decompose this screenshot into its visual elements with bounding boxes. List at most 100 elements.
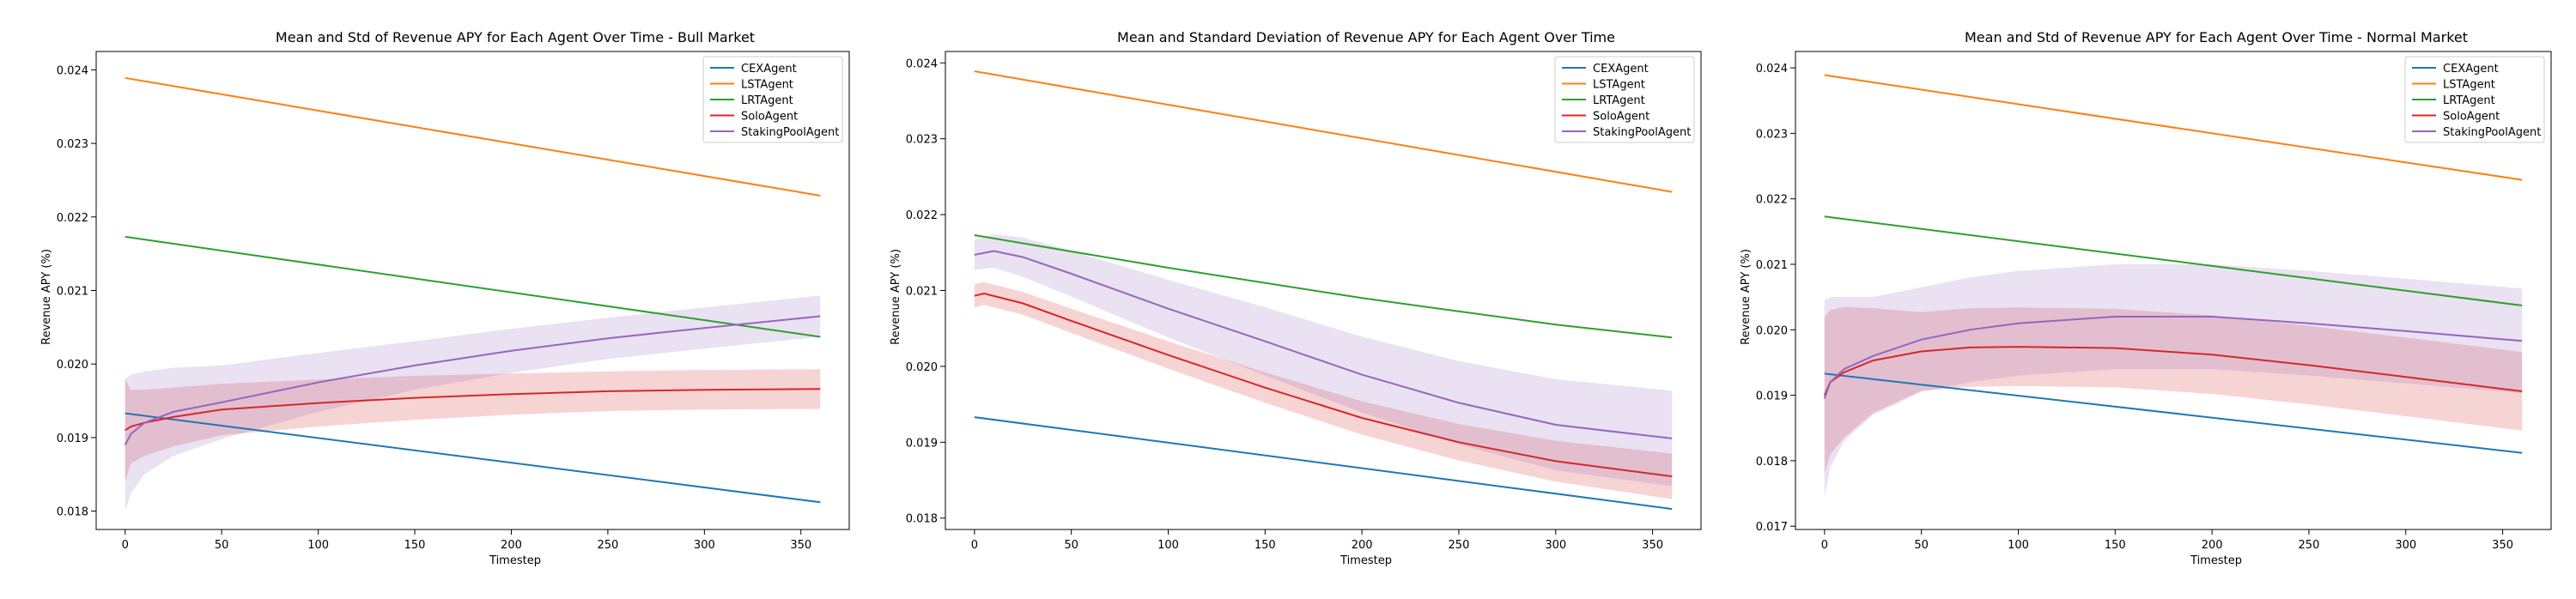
legend-label: StakingPoolAgent — [1593, 126, 1691, 139]
y-tick-label: 0.024 — [906, 57, 938, 70]
y-tick-label: 0.021 — [57, 286, 88, 299]
y-axis-label: Revenue APY (%) — [40, 249, 53, 345]
x-tick-label: 0 — [1821, 539, 1828, 552]
std-band — [1824, 306, 2523, 475]
std-band — [125, 295, 821, 511]
x-tick-label: 200 — [1352, 539, 1373, 552]
series-line — [974, 70, 1673, 193]
series-line — [974, 250, 1673, 439]
y-axis-label: Revenue APY (%) — [890, 249, 902, 345]
chart-title: Mean and Std of Revenue APY for Each Age… — [276, 29, 755, 45]
legend-label: CEXAgent — [741, 63, 797, 76]
series-line — [974, 416, 1673, 511]
x-axis-label: Timestep — [489, 554, 541, 567]
x-tick-label: 50 — [215, 539, 229, 552]
x-tick-label: 250 — [1449, 539, 1470, 552]
std-band — [974, 234, 1673, 487]
x-tick-label: 100 — [1157, 539, 1179, 552]
x-tick-label: 250 — [597, 539, 618, 552]
chart-overall: Mean and Standard Deviation of Revenue A… — [890, 29, 1702, 567]
y-tick-label: 0.019 — [57, 433, 88, 445]
chart-title: Mean and Std of Revenue APY for Each Age… — [1965, 29, 2468, 45]
y-tick-label: 0.022 — [57, 212, 88, 225]
chart-bull-market: Mean and Std of Revenue APY for Each Age… — [40, 29, 850, 567]
x-axis-label: Timestep — [1340, 554, 1392, 567]
x-tick-label: 350 — [2492, 539, 2513, 552]
series-line — [125, 76, 821, 197]
legend-label: SoloAgent — [741, 111, 798, 124]
legend-label: LSTAgent — [1593, 79, 1645, 92]
x-tick-label: 150 — [404, 539, 426, 552]
legend-label: CEXAgent — [1593, 63, 1649, 76]
series-line — [1824, 372, 2523, 454]
series-line — [125, 388, 821, 432]
x-tick-label: 0 — [122, 539, 129, 552]
x-tick-label: 300 — [694, 539, 715, 552]
y-tick-label: 0.018 — [57, 506, 88, 519]
series-line — [1824, 215, 2523, 306]
y-tick-label: 0.024 — [1756, 63, 1788, 76]
series-line — [1823, 316, 2523, 399]
std-band — [125, 369, 821, 482]
x-tick-label: 200 — [501, 539, 522, 552]
chart-title: Mean and Standard Deviation of Revenue A… — [1117, 29, 1615, 45]
series-line — [1823, 346, 2523, 396]
y-tick-label: 0.017 — [1756, 521, 1788, 534]
x-tick-label: 300 — [2395, 539, 2416, 552]
std-band — [1824, 264, 2523, 497]
legend-label: LRTAgent — [741, 94, 793, 107]
x-tick-label: 150 — [1255, 539, 1276, 552]
x-tick-label: 150 — [2105, 539, 2126, 552]
legend-label: SoloAgent — [1593, 111, 1649, 124]
series-line — [974, 234, 1673, 339]
x-tick-label: 200 — [2202, 539, 2223, 552]
legend-label: LRTAgent — [2443, 94, 2495, 107]
y-axis-label: Revenue APY (%) — [1740, 249, 1753, 345]
legend-box — [1554, 56, 1695, 143]
y-tick-label: 0.019 — [1756, 390, 1788, 403]
legend-box — [702, 56, 843, 143]
x-tick-label: 350 — [1642, 539, 1663, 552]
legend-label: StakingPoolAgent — [2443, 126, 2541, 139]
legend-label: LSTAgent — [2443, 79, 2495, 92]
legend-label: SoloAgent — [2443, 111, 2500, 124]
x-tick-label: 250 — [2299, 539, 2320, 552]
x-tick-label: 50 — [1914, 539, 1929, 552]
series-line — [124, 315, 821, 445]
y-tick-label: 0.023 — [906, 134, 938, 147]
y-tick-label: 0.024 — [57, 64, 88, 77]
y-tick-label: 0.023 — [1756, 128, 1788, 141]
series-line — [974, 292, 1673, 478]
legend-label: StakingPoolAgent — [741, 126, 839, 139]
y-tick-label: 0.023 — [57, 138, 88, 151]
y-tick-label: 0.021 — [906, 286, 938, 299]
series-line — [125, 235, 821, 338]
legend-label: LRTAgent — [1593, 94, 1645, 107]
x-tick-label: 100 — [307, 539, 329, 552]
axes-frame — [1795, 51, 2552, 530]
y-tick-label: 0.020 — [57, 359, 88, 372]
std-band — [974, 281, 1673, 499]
x-tick-label: 0 — [971, 539, 978, 552]
x-tick-label: 100 — [2008, 539, 2029, 552]
x-axis-label: Timestep — [2190, 554, 2242, 567]
legend-label: CEXAgent — [2443, 63, 2499, 76]
x-tick-label: 50 — [1064, 539, 1078, 552]
y-tick-label: 0.020 — [1756, 324, 1788, 337]
series-line — [125, 412, 821, 504]
y-tick-label: 0.018 — [1756, 456, 1788, 469]
y-tick-label: 0.019 — [906, 437, 938, 450]
y-tick-label: 0.021 — [1756, 259, 1788, 272]
y-tick-label: 0.022 — [1756, 194, 1788, 207]
series-line — [1824, 74, 2523, 181]
legend-label: LSTAgent — [741, 79, 793, 92]
y-tick-label: 0.018 — [906, 513, 938, 526]
y-tick-label: 0.022 — [906, 209, 938, 222]
legend-box — [2404, 56, 2545, 143]
y-tick-label: 0.020 — [906, 361, 938, 374]
x-tick-label: 350 — [790, 539, 811, 552]
chart-normal-market: Mean and Std of Revenue APY for Each Age… — [1740, 29, 2552, 567]
x-tick-label: 300 — [1545, 539, 1566, 552]
